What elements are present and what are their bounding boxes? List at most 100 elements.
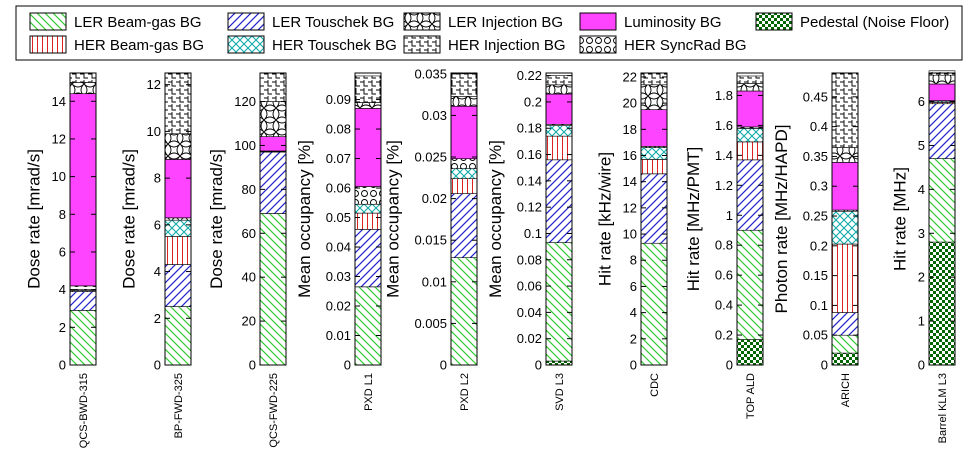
y-tick-label-5-11: 0.22 [517,68,542,83]
y-tick-label-0-5: 10 [52,169,66,184]
legend-label-her_tou: HER Touschek BG [272,37,397,54]
legend-item-her_inj: HER Injection BG [404,36,566,54]
bar-segment-lumi-6 [641,110,667,147]
y-tick-label-6-9: 18 [623,122,637,137]
category-label-5: SVD L3 [554,373,566,411]
bar-segment-ler_tou-0 [70,292,96,311]
bar-segment-ler_inj-8 [832,147,858,162]
y-axis-title-7: Hit rate [MHz/PMT] [684,147,703,292]
bar-segment-her_tou-4 [451,169,477,179]
bar-segment-her_bg-4 [451,179,477,194]
y-tick-label-4-7: 0.035 [414,66,447,81]
y-axis-title-3: Mean occupancy [%] [295,140,314,298]
bar-segment-ped-8 [832,353,858,365]
y-tick-label-8-5: 0.25 [803,209,828,224]
y-tick-label-7-2: 0.4 [715,298,733,313]
y-tick-label-0-1: 2 [59,320,66,335]
bar-segment-her_sr-1 [165,218,191,220]
category-label-1: BP-FWD-325 [173,373,185,438]
bar-segment-ler_bg-6 [641,243,667,365]
y-tick-label-1-6: 12 [147,77,161,92]
y-tick-label-3-5: 0.05 [326,210,351,225]
y-tick-label-5-0: 0 [535,358,542,373]
y-tick-label-6-11: 22 [623,69,637,84]
y-tick-label-5-6: 0.12 [517,200,542,215]
bar-segment-her_inj-7 [737,76,763,83]
y-tick-label-6-10: 20 [623,96,637,111]
y-tick-label-9-0: 0 [918,358,925,373]
bar-segment-her_bg-5 [546,136,572,160]
y-tick-label-5-8: 0.16 [517,147,542,162]
y-tick-label-1-2: 4 [154,264,161,279]
y-tick-label-0-6: 12 [52,131,66,146]
y-tick-label-5-3: 0.06 [517,279,542,294]
bar-segment-her_bg-1 [165,237,191,265]
y-tick-label-8-4: 0.2 [810,238,828,253]
y-axis-title-0: Dose rate [mrad/s] [24,149,43,289]
bar-segment-ler_bg-5 [546,243,572,361]
y-tick-label-3-3: 0.03 [326,269,351,284]
category-label-0: QCS-BWD-315 [78,373,90,448]
y-tick-label-4-2: 0.01 [422,274,447,289]
y-tick-label-7-3: 0.6 [715,268,733,283]
y-tick-label-7-5: 1 [726,208,733,223]
y-tick-label-2-2: 40 [242,270,256,285]
bar-segment-lumi-2 [260,137,286,151]
y-tick-label-4-1: 0.005 [414,316,447,331]
y-tick-label-3-1: 0.01 [326,328,351,343]
bar-segment-her_inj-0 [70,73,96,82]
bar-segment-ler_bg-1 [165,307,191,365]
legend-label-ped: Pedestal (Noise Floor) [800,14,949,31]
y-tick-label-2-4: 80 [242,182,256,197]
category-label-4: PXD L2 [459,373,471,411]
legend-label-ler_bg: LER Beam-gas BG [74,14,202,31]
y-tick-label-3-4: 0.04 [326,240,351,255]
bar-segment-ler_inj-9 [929,75,955,84]
bar-segment-lumi-1 [165,159,191,217]
category-label-6: CDC [649,373,661,397]
y-tick-label-9-3: 3 [918,226,925,241]
bar-segment-lumi-7 [737,91,763,127]
bar-segment-lumi-5 [546,94,572,124]
y-tick-label-8-2: 0.1 [810,298,828,313]
y-axis-title-9: Hit rate [MHz] [891,167,910,271]
bar-segment-ler_inj-5 [546,85,572,94]
category-label-8: ARICH [840,373,852,407]
bar-segment-ler_bg-8 [832,335,858,353]
y-tick-label-5-4: 0.08 [517,252,542,267]
y-tick-label-7-6: 1.2 [715,178,733,193]
y-tick-label-1-5: 10 [147,124,161,139]
y-axis-title-5: Mean occupancy [%] [486,140,505,298]
legend-swatch-her_inj [404,36,440,53]
bar-segment-ler_tou-7 [737,160,763,230]
y-tick-label-1-1: 2 [154,311,161,326]
y-tick-label-6-4: 8 [630,253,637,268]
bar-segment-her_bg-3 [355,213,381,229]
bar-segment-her_inj-4 [451,74,477,96]
category-label-9: Barrel KLM L3 [937,373,949,443]
bar-segment-her_sr-3 [355,187,381,205]
bar-segment-ler_tou-2 [260,152,286,213]
legend-label-her_bg: HER Beam-gas BG [74,37,204,54]
y-tick-label-6-2: 4 [630,305,637,320]
y-tick-label-9-6: 6 [918,94,925,109]
legend-item-her_bg: HER Beam-gas BG [30,36,204,54]
bar-segment-her_sr-0 [70,286,96,290]
y-tick-label-6-6: 12 [623,200,637,215]
bar-segment-her_inj-5 [546,76,572,85]
y-tick-label-8-7: 0.35 [803,149,828,164]
y-tick-label-1-3: 6 [154,217,161,232]
bar-segment-her_bg-6 [641,159,667,173]
legend-label-ler_tou: LER Touschek BG [272,14,394,31]
y-tick-label-0-3: 6 [59,244,66,259]
bar-segment-ler_tou-6 [641,174,667,243]
y-tick-label-7-1: 0.2 [715,328,733,343]
bar-segment-ler_tou-9 [929,104,955,159]
